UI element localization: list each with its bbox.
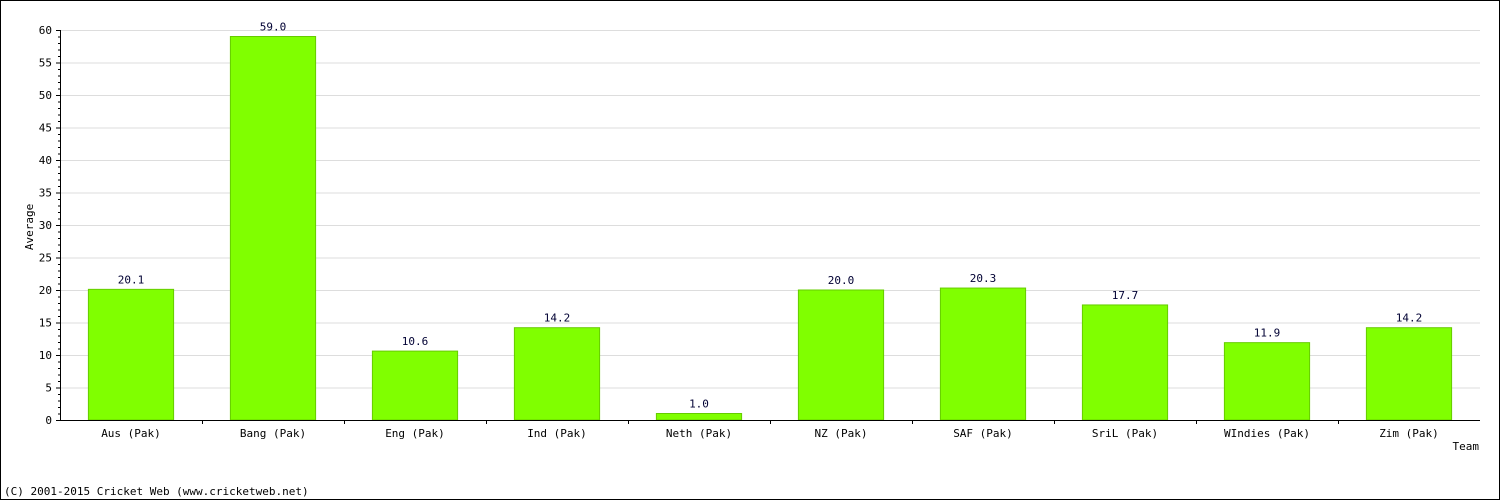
y-tick-label: 5 bbox=[45, 382, 52, 395]
bar-value-label: 1.0 bbox=[689, 398, 709, 411]
y-tick-label: 10 bbox=[39, 349, 52, 362]
bar bbox=[1365, 327, 1453, 421]
x-tick-label: Eng (Pak) bbox=[385, 427, 445, 440]
bar bbox=[797, 289, 885, 421]
copyright-footer: (C) 2001-2015 Cricket Web (www.cricketwe… bbox=[4, 485, 309, 498]
bar-value-label: 20.3 bbox=[970, 272, 997, 285]
x-tick-label: SAF (Pak) bbox=[953, 427, 1013, 440]
y-tick-label: 15 bbox=[39, 317, 52, 330]
x-tick-label: Aus (Pak) bbox=[101, 427, 161, 440]
y-tick-label: 30 bbox=[39, 219, 52, 232]
y-tick-label: 55 bbox=[39, 57, 52, 70]
bar bbox=[939, 287, 1027, 421]
y-tick-label: 25 bbox=[39, 252, 52, 265]
x-tick-label: NZ (Pak) bbox=[815, 427, 868, 440]
bar bbox=[371, 350, 459, 421]
bar-value-label: 14.2 bbox=[1396, 312, 1423, 325]
bar-value-label: 20.0 bbox=[828, 274, 855, 287]
bar bbox=[1223, 342, 1311, 421]
x-tick-label: Ind (Pak) bbox=[527, 427, 587, 440]
bar-value-label: 20.1 bbox=[118, 273, 145, 286]
y-tick-label: 35 bbox=[39, 187, 52, 200]
bar-value-label: 59.0 bbox=[260, 21, 287, 34]
axes bbox=[56, 30, 1480, 424]
y-tick-label: 50 bbox=[39, 89, 52, 102]
x-tick-label: Neth (Pak) bbox=[666, 427, 732, 440]
bar bbox=[229, 36, 317, 421]
bar bbox=[655, 413, 743, 421]
x-tick-label: SriL (Pak) bbox=[1092, 427, 1158, 440]
x-tick-label: Bang (Pak) bbox=[240, 427, 306, 440]
bars bbox=[87, 36, 1453, 421]
bar bbox=[513, 327, 601, 421]
x-tick-label: WIndies (Pak) bbox=[1224, 427, 1310, 440]
x-tick-label: Zim (Pak) bbox=[1379, 427, 1439, 440]
x-axis-title: Team bbox=[1453, 440, 1480, 453]
bar-value-label: 14.2 bbox=[544, 312, 571, 325]
bar-value-label: 11.9 bbox=[1254, 327, 1281, 340]
y-tick-label: 0 bbox=[45, 414, 52, 427]
y-axis-title: Average bbox=[23, 204, 36, 250]
labels: 0 5 10 15 20 25 30 35 40 45 50 55 60 20.1 Aus (Pak) 59.… bbox=[39, 21, 1439, 441]
bar bbox=[1081, 304, 1169, 421]
bar-value-label: 10.6 bbox=[402, 335, 429, 348]
y-tick-label: 45 bbox=[39, 122, 52, 135]
bar-value-label: 17.7 bbox=[1112, 289, 1139, 302]
y-tick-label: 40 bbox=[39, 154, 52, 167]
y-tick-label: 60 bbox=[39, 24, 52, 37]
bar bbox=[87, 288, 175, 421]
y-tick-label: 20 bbox=[39, 284, 52, 297]
